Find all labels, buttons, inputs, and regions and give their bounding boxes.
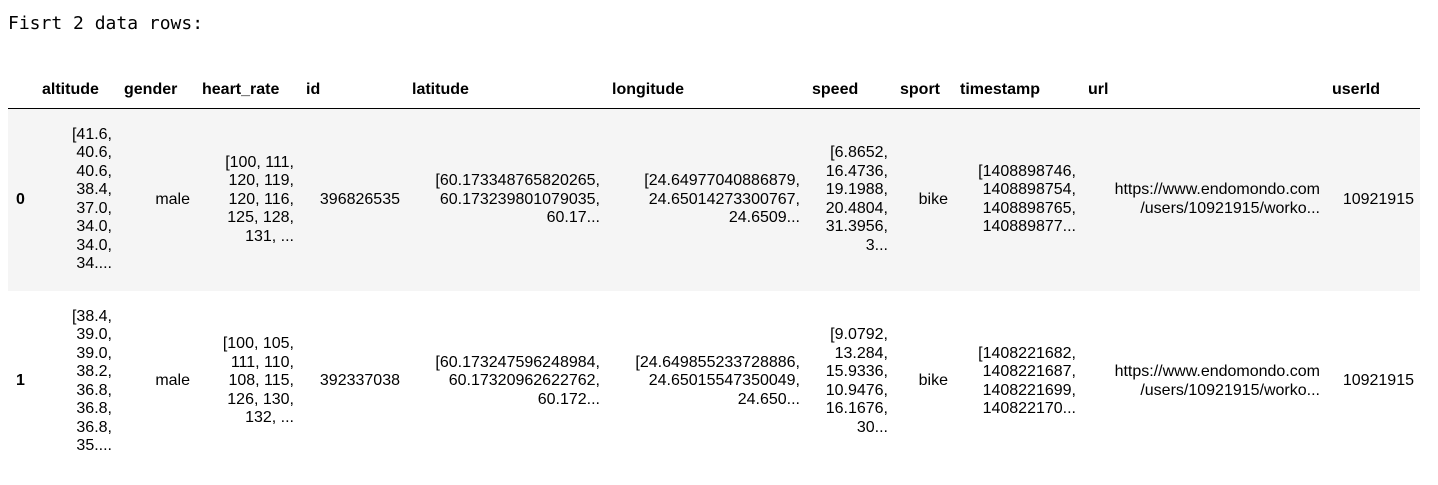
cell-url: https://www.endomondo.com /users/1092191… — [1114, 363, 1320, 399]
cell-speed: [6.8652, 16.4736, 19.1988, 20.4804, 31.3… — [825, 144, 888, 254]
row-index: 1 — [16, 372, 25, 390]
cell-heart-rate: [100, 105, 111, 110, 108, 115, 126, 130,… — [222, 335, 294, 427]
dataframe-output: altitude gender heart_rate id latitude l… — [8, 72, 1420, 473]
column-header-heart-rate: heart_rate — [196, 72, 300, 109]
cell-timestamp: [1408221682, 1408221687, 1408221699, 140… — [978, 344, 1076, 418]
column-header-latitude: latitude — [406, 72, 606, 109]
cell-userid: 10921915 — [1342, 190, 1414, 208]
column-header-gender: gender — [118, 72, 196, 109]
cell-altitude: [41.6, 40.6, 40.6, 38.4, 37.0, 34.0, 34.… — [71, 125, 112, 273]
column-header-url: url — [1082, 72, 1326, 109]
cell-gender: male — [155, 190, 190, 208]
cell-id: 396826535 — [319, 190, 400, 208]
cell-userid: 10921915 — [1342, 372, 1414, 390]
column-header-userid: userId — [1326, 72, 1420, 109]
cell-latitude: [60.173348765820265, 60.173239801079035,… — [435, 172, 600, 226]
cell-sport: bike — [918, 372, 948, 390]
column-header-sport: sport — [894, 72, 954, 109]
column-header-timestamp: timestamp — [954, 72, 1082, 109]
index-header — [8, 72, 36, 109]
row-index: 0 — [16, 190, 25, 208]
cell-id: 392337038 — [319, 372, 400, 390]
cell-timestamp: [1408898746, 1408898754, 1408898765, 140… — [978, 162, 1076, 236]
cell-latitude: [60.173247596248984, 60.17320962622762, … — [435, 353, 600, 408]
table-row: 1 [38.4, 39.0, 39.0, 38.2, 36.8, 36.8, 3… — [8, 291, 1420, 473]
column-header-speed: speed — [806, 72, 894, 109]
column-header-longitude: longitude — [606, 72, 806, 109]
dataframe-table: altitude gender heart_rate id latitude l… — [8, 72, 1420, 473]
cell-speed: [9.0792, 13.284, 15.9336, 10.9476, 16.16… — [825, 326, 888, 436]
cell-url: https://www.endomondo.com /users/1092191… — [1114, 181, 1320, 217]
cell-altitude: [38.4, 39.0, 39.0, 38.2, 36.8, 36.8, 36.… — [71, 307, 112, 455]
cell-longitude: [24.64977040886879, 24.65014273300767, 2… — [644, 172, 800, 226]
cell-longitude: [24.649855233728886, 24.65015547350049, … — [635, 353, 800, 408]
column-header-id: id — [300, 72, 406, 109]
table-row: 0 [41.6, 40.6, 40.6, 38.4, 37.0, 34.0, 3… — [8, 108, 1420, 291]
cell-sport: bike — [918, 190, 948, 208]
column-header-altitude: altitude — [36, 72, 118, 109]
output-caption: Fisrt 2 data rows: — [8, 13, 204, 34]
header-row: altitude gender heart_rate id latitude l… — [8, 72, 1420, 109]
cell-heart-rate: [100, 111, 120, 119, 120, 116, 125, 128,… — [225, 153, 294, 245]
cell-gender: male — [155, 372, 190, 390]
